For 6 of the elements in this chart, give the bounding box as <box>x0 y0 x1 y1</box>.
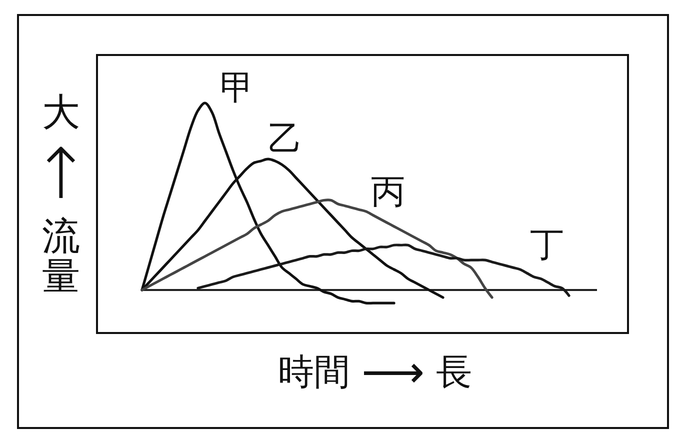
x-axis-title: 時間 ⟶ 長 <box>278 346 472 398</box>
y-axis-title: 大↑流量 <box>32 90 90 298</box>
series-label: 丁 <box>530 225 564 266</box>
series-label: 甲 <box>220 68 254 108</box>
series-label: 乙 <box>268 119 302 160</box>
series-label: 丙 <box>371 172 405 212</box>
